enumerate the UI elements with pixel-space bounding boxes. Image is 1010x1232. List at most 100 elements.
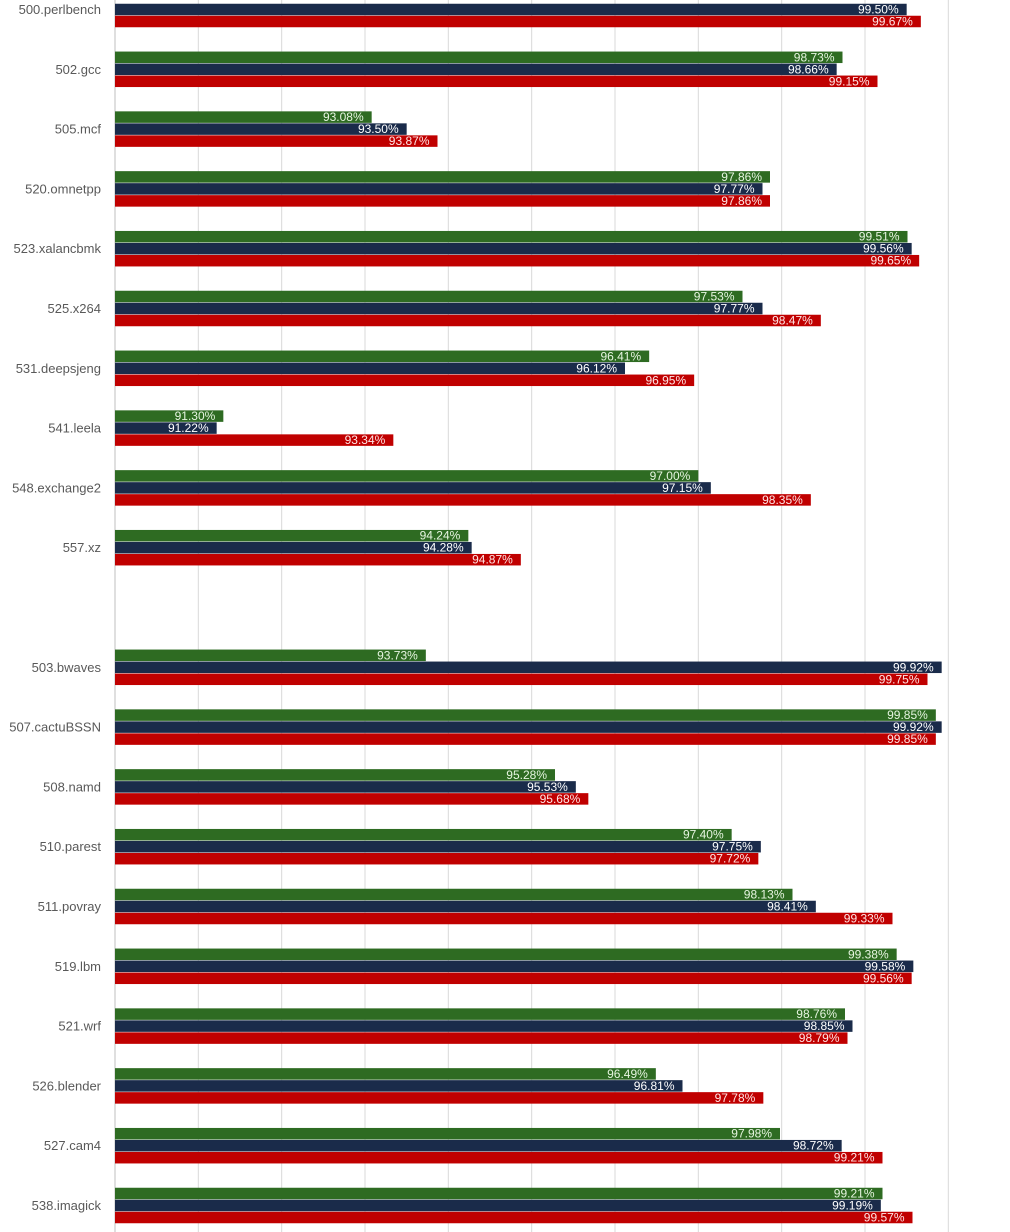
data-label: 99.50% — [858, 2, 899, 16]
category-label: 507.cactuBSSN — [9, 720, 101, 735]
category-label: 548.exchange2 — [12, 480, 101, 495]
data-label: 93.73% — [377, 648, 418, 662]
data-label: 99.85% — [887, 732, 928, 746]
bar-511.povray-series-3 — [115, 912, 893, 925]
bar-510.parest-series-3 — [115, 852, 759, 865]
data-label: 99.21% — [834, 1186, 875, 1200]
bar-557.xz-series-1 — [115, 529, 469, 542]
data-label: 96.81% — [634, 1079, 675, 1093]
data-label: 96.49% — [607, 1067, 648, 1081]
data-label: 99.58% — [865, 959, 906, 973]
data-label: 98.76% — [796, 1007, 837, 1021]
bar-548.exchange2-series-2 — [115, 482, 711, 494]
bar-520.omnetpp-series-3 — [115, 195, 770, 207]
data-label: 99.56% — [863, 971, 904, 985]
data-label: 99.21% — [834, 1151, 875, 1165]
bar-508.namd-series-1 — [115, 769, 555, 781]
data-label: 91.22% — [168, 421, 209, 435]
bar-531.deepsjeng-series-2 — [115, 362, 625, 375]
bar-548.exchange2-series-1 — [115, 470, 699, 482]
bar-525.x264-series-1 — [115, 290, 743, 303]
bar-538.imagick-series-2 — [115, 1199, 881, 1212]
category-label: 520.omnetpp — [25, 181, 101, 196]
data-label: 97.72% — [710, 852, 751, 866]
data-label: 98.13% — [744, 887, 785, 901]
bar-519.lbm-series-1 — [115, 948, 897, 961]
data-label: 95.28% — [506, 768, 547, 782]
data-label: 95.53% — [527, 780, 568, 794]
category-label: 511.povray — [38, 899, 102, 914]
bar-557.xz-series-2 — [115, 541, 472, 554]
data-label: 97.77% — [714, 182, 755, 196]
bar-510.parest-series-1 — [115, 828, 732, 841]
data-label: 97.77% — [714, 301, 755, 315]
bar-557.xz-series-3 — [115, 553, 521, 566]
bar-526.blender-series-1 — [115, 1068, 656, 1080]
bar-510.parest-series-2 — [115, 840, 761, 853]
bar-503.bwaves-series-1 — [115, 649, 426, 662]
category-label: 531.deepsjeng — [16, 361, 101, 376]
category-label: 521.wrf — [58, 1019, 101, 1034]
data-label: 97.40% — [683, 828, 724, 842]
bar-520.omnetpp-series-1 — [115, 171, 770, 183]
bar-507.cactuBSSN-series-3 — [115, 733, 936, 745]
data-label: 94.24% — [420, 529, 461, 543]
bar-538.imagick-series-1 — [115, 1187, 883, 1200]
bar-527.cam4-series-1 — [115, 1127, 780, 1140]
data-label: 99.51% — [859, 230, 900, 244]
bar-508.namd-series-3 — [115, 793, 589, 805]
data-label: 99.65% — [870, 254, 911, 268]
category-label: 519.lbm — [55, 959, 101, 974]
category-label: 510.parest — [40, 839, 102, 854]
data-label: 99.85% — [887, 708, 928, 722]
category-label: 502.gcc — [55, 62, 101, 77]
data-label: 99.75% — [879, 672, 920, 686]
bar-508.namd-series-2 — [115, 781, 576, 793]
data-label: 95.68% — [540, 792, 581, 806]
bar-521.wrf-series-1 — [115, 1008, 845, 1020]
data-label: 97.15% — [662, 481, 703, 495]
data-label: 98.73% — [794, 50, 835, 64]
data-label: 96.12% — [576, 361, 617, 375]
bar-507.cactuBSSN-series-1 — [115, 709, 936, 721]
data-label: 99.33% — [844, 911, 885, 925]
bar-500.perlbench-series-3 — [115, 15, 921, 28]
bar-541.leela-series-3 — [115, 434, 394, 446]
bar-526.blender-series-3 — [115, 1092, 764, 1104]
data-label: 99.92% — [893, 720, 934, 734]
bar-511.povray-series-2 — [115, 900, 816, 913]
bar-502.gcc-series-1 — [115, 51, 843, 64]
bar-531.deepsjeng-series-3 — [115, 374, 695, 387]
data-label: 99.19% — [832, 1198, 873, 1212]
category-label: 503.bwaves — [32, 660, 102, 675]
bar-519.lbm-series-3 — [115, 972, 912, 985]
bar-527.cam4-series-2 — [115, 1139, 842, 1152]
bar-507.cactuBSSN-series-2 — [115, 721, 942, 733]
bar-541.leela-series-2 — [115, 422, 217, 434]
category-label: 500.perlbench — [19, 2, 101, 17]
bar-523.xalancbmk-series-1 — [115, 230, 908, 243]
bar-525.x264-series-2 — [115, 302, 763, 315]
bar-523.xalancbmk-series-3 — [115, 254, 920, 267]
bar-548.exchange2-series-3 — [115, 494, 811, 506]
data-label: 97.78% — [715, 1091, 756, 1105]
bar-511.povray-series-1 — [115, 888, 793, 901]
data-label: 93.87% — [389, 134, 430, 148]
bar-523.xalancbmk-series-2 — [115, 242, 912, 255]
data-label: 98.47% — [772, 313, 813, 327]
data-labels: 99.50%99.67% 98.73%98.66%99.15% 93.08%93.5… — [168, 2, 934, 1224]
data-label: 93.34% — [345, 433, 386, 447]
bar-505.mcf-series-2 — [115, 123, 407, 135]
data-label: 99.15% — [829, 74, 870, 88]
data-label: 99.56% — [863, 242, 904, 256]
bar-519.lbm-series-2 — [115, 960, 914, 973]
data-label: 97.86% — [721, 170, 762, 184]
data-label: 98.72% — [793, 1139, 834, 1153]
bar-505.mcf-series-3 — [115, 135, 438, 147]
data-label: 99.92% — [893, 660, 934, 674]
data-label: 97.86% — [721, 194, 762, 208]
data-label: 98.66% — [788, 62, 829, 76]
category-label: 526.blender — [32, 1078, 101, 1093]
bar-538.imagick-series-3 — [115, 1211, 913, 1224]
